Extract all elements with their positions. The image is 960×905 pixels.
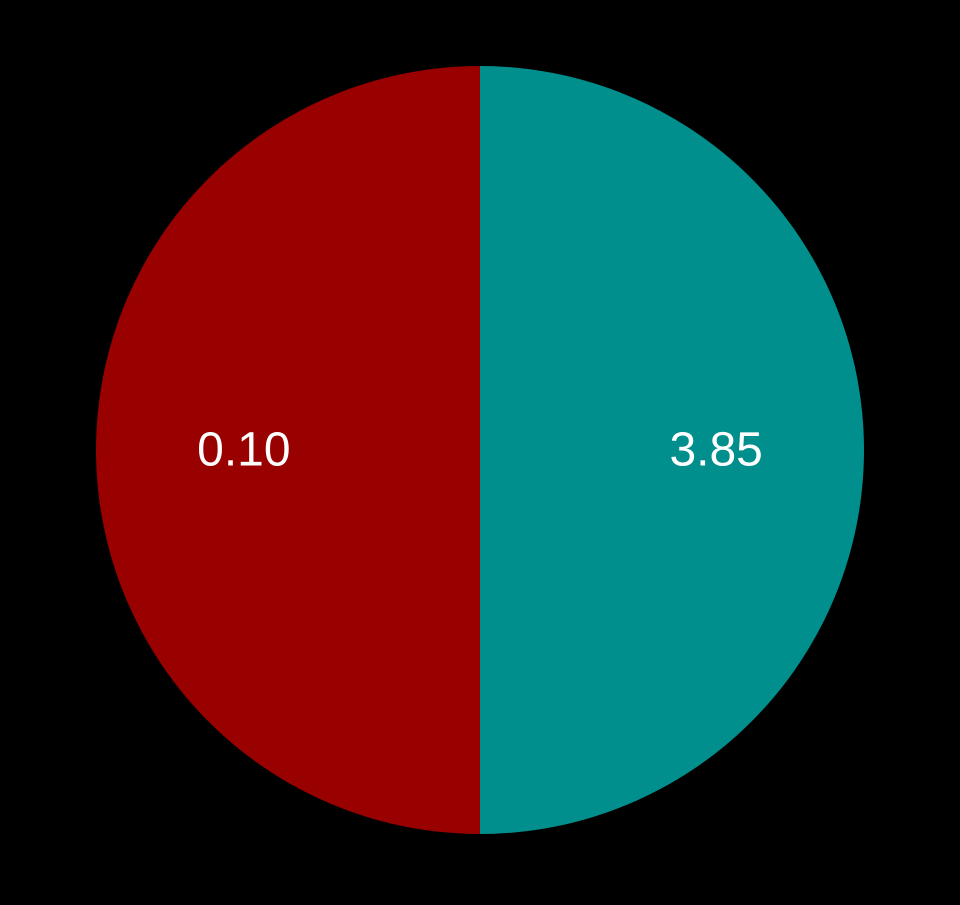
slices-layer: [96, 66, 864, 834]
slice-label-0: 0.10: [197, 424, 290, 477]
pie-slice-0: [96, 66, 480, 834]
slice-label-1: 3.85: [669, 424, 762, 477]
labels-layer: 0.10 3.85: [197, 424, 763, 477]
pie-slice-1: [480, 66, 864, 834]
